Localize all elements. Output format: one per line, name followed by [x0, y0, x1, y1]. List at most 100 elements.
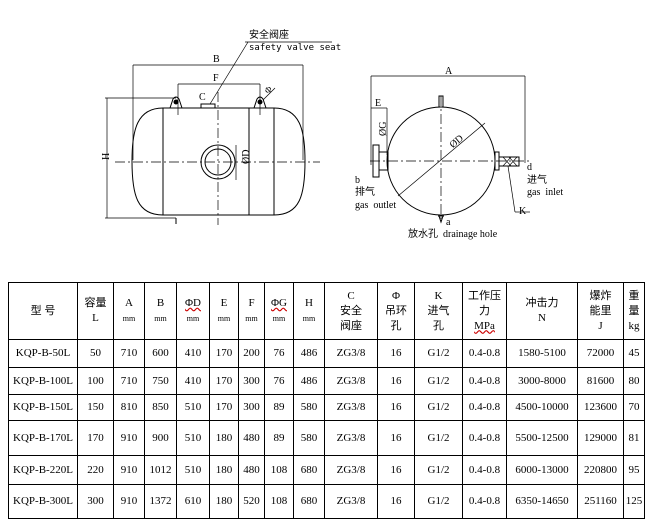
table-cell: ZG3/8	[324, 420, 378, 456]
table-cell: 16	[377, 420, 415, 456]
header-text: 阀座	[340, 319, 362, 332]
header-text: mm	[154, 314, 167, 323]
header-text: L	[92, 312, 99, 324]
table-cell: 81	[623, 420, 645, 456]
dim-a-label: A	[445, 66, 453, 77]
table-cell: 76	[264, 339, 294, 368]
table-cell: 4500-10000	[506, 394, 578, 421]
table-cell: 0.4-0.8	[462, 420, 507, 456]
table-cell: 410	[176, 339, 210, 368]
table-cell: 510	[176, 420, 210, 456]
table-cell: 520	[238, 484, 265, 519]
table-cell: 910	[113, 420, 145, 456]
table-cell: G1/2	[414, 484, 463, 519]
k-label: K	[519, 206, 527, 217]
table-cell: ZG3/8	[324, 339, 378, 368]
table-cell: 710	[113, 339, 145, 368]
c-label: C	[199, 92, 206, 103]
table-cell: 220800	[577, 455, 624, 485]
header-text: ΦG	[271, 297, 287, 309]
header-cell: K 进气孔	[414, 282, 463, 340]
drain-letter: a	[446, 217, 451, 228]
inlet-letter: d	[527, 162, 532, 173]
technical-drawing: 安全阀座 safety valve seat B F C Φ H ØD	[101, 28, 563, 240]
table-cell: 16	[377, 455, 415, 485]
header-text: 量	[628, 304, 640, 317]
table-cell: 129000	[577, 420, 624, 456]
header-cell: 冲击力 N	[506, 282, 578, 340]
table-cell: 76	[264, 367, 294, 395]
header-text: A	[125, 297, 133, 309]
table-cell: 45	[623, 339, 645, 368]
dim-h-label: H	[101, 153, 112, 160]
header-cell: 工作压力 MPa	[462, 282, 507, 340]
table-cell: KQP-B-300L	[8, 484, 78, 519]
table-cell: 680	[293, 455, 325, 485]
header-text: K	[434, 289, 443, 302]
table-cell: 0.4-0.8	[462, 394, 507, 421]
table-cell: 5500-12500	[506, 420, 578, 456]
table-cell: 510	[176, 394, 210, 421]
table-cell: 486	[293, 367, 325, 395]
table-cell: 610	[176, 484, 210, 519]
inlet-label-en: gas inlet	[527, 187, 563, 198]
table-cell: G1/2	[414, 455, 463, 485]
table-cell: 510	[176, 455, 210, 485]
header-text: 工作压	[468, 289, 501, 302]
table-cell: 300	[238, 367, 265, 395]
table-cell: KQP-B-220L	[8, 455, 78, 485]
table-row: KQP-B-170L 170 910 900 510 180 480 89 580 ZG3/8 16…	[8, 420, 645, 456]
header-cell: Φ 吊环孔	[377, 282, 415, 340]
table-row: KQP-B-100L 100 710 750 410 170 300 76 486 ZG3/8 16…	[8, 367, 645, 395]
table-cell: 6350-14650	[506, 484, 578, 519]
table-cell: 108	[264, 484, 294, 519]
table-cell: 95	[623, 455, 645, 485]
header-text: mm	[122, 314, 136, 323]
header-text: J	[598, 319, 603, 332]
header-text: 孔	[433, 319, 444, 332]
table-cell: 123600	[577, 394, 624, 421]
table-cell: G1/2	[414, 394, 463, 421]
table-cell: KQP-B-100L	[8, 367, 78, 395]
dim-b-label: B	[213, 54, 220, 65]
table-cell: 1580-5100	[506, 339, 578, 368]
table-cell: 680	[293, 484, 325, 519]
table-cell: 180	[209, 455, 239, 485]
header-text: 型 号	[30, 304, 56, 317]
table-cell: 70	[623, 394, 645, 421]
table-cell: 3000-8000	[506, 367, 578, 395]
table-cell: 0.4-0.8	[462, 484, 507, 519]
inlet-label-cn: 进气	[527, 173, 547, 186]
dim-g-label: ØG	[378, 122, 389, 136]
header-cell: ΦD mm	[176, 282, 210, 340]
header-text: 吊环	[385, 304, 407, 317]
dim-f-label: F	[213, 73, 219, 84]
header-text: 孔	[390, 319, 402, 332]
table-cell: 0.4-0.8	[462, 339, 507, 368]
dim-d-label: ØD	[241, 150, 252, 164]
table-cell: 910	[113, 484, 145, 519]
table-cell: 72000	[577, 339, 624, 368]
dim-e-label: E	[375, 98, 381, 109]
table-cell: 0.4-0.8	[462, 367, 507, 395]
drain-label: 放水孔 drainage hole	[408, 227, 498, 240]
header-text: 容量	[84, 297, 107, 309]
header-text: Φ	[391, 289, 401, 302]
safety-valve-label-cn: 安全阀座	[249, 28, 289, 41]
table-cell: 750	[144, 367, 177, 395]
table-cell: 125	[623, 484, 645, 519]
end-view: A E ØG ØD b 排气 gas outlet a 放水孔 drainage…	[355, 66, 563, 240]
header-text: B	[156, 297, 165, 309]
header-cell: ΦG mm	[264, 282, 294, 340]
header-text: 冲击力	[525, 297, 559, 309]
table-cell: KQP-B-170L	[8, 420, 78, 456]
header-text: 进气	[427, 304, 450, 317]
table-row: KQP-B-300L 300 910 1372 610 180 520 108 680 ZG3/8…	[8, 484, 645, 519]
table-row: KQP-B-50L 50 710 600 410 170 200 76 486 ZG3/8 16 G1…	[8, 339, 645, 368]
header-text: mm	[245, 314, 258, 323]
header-cell: 型 号	[8, 282, 78, 340]
